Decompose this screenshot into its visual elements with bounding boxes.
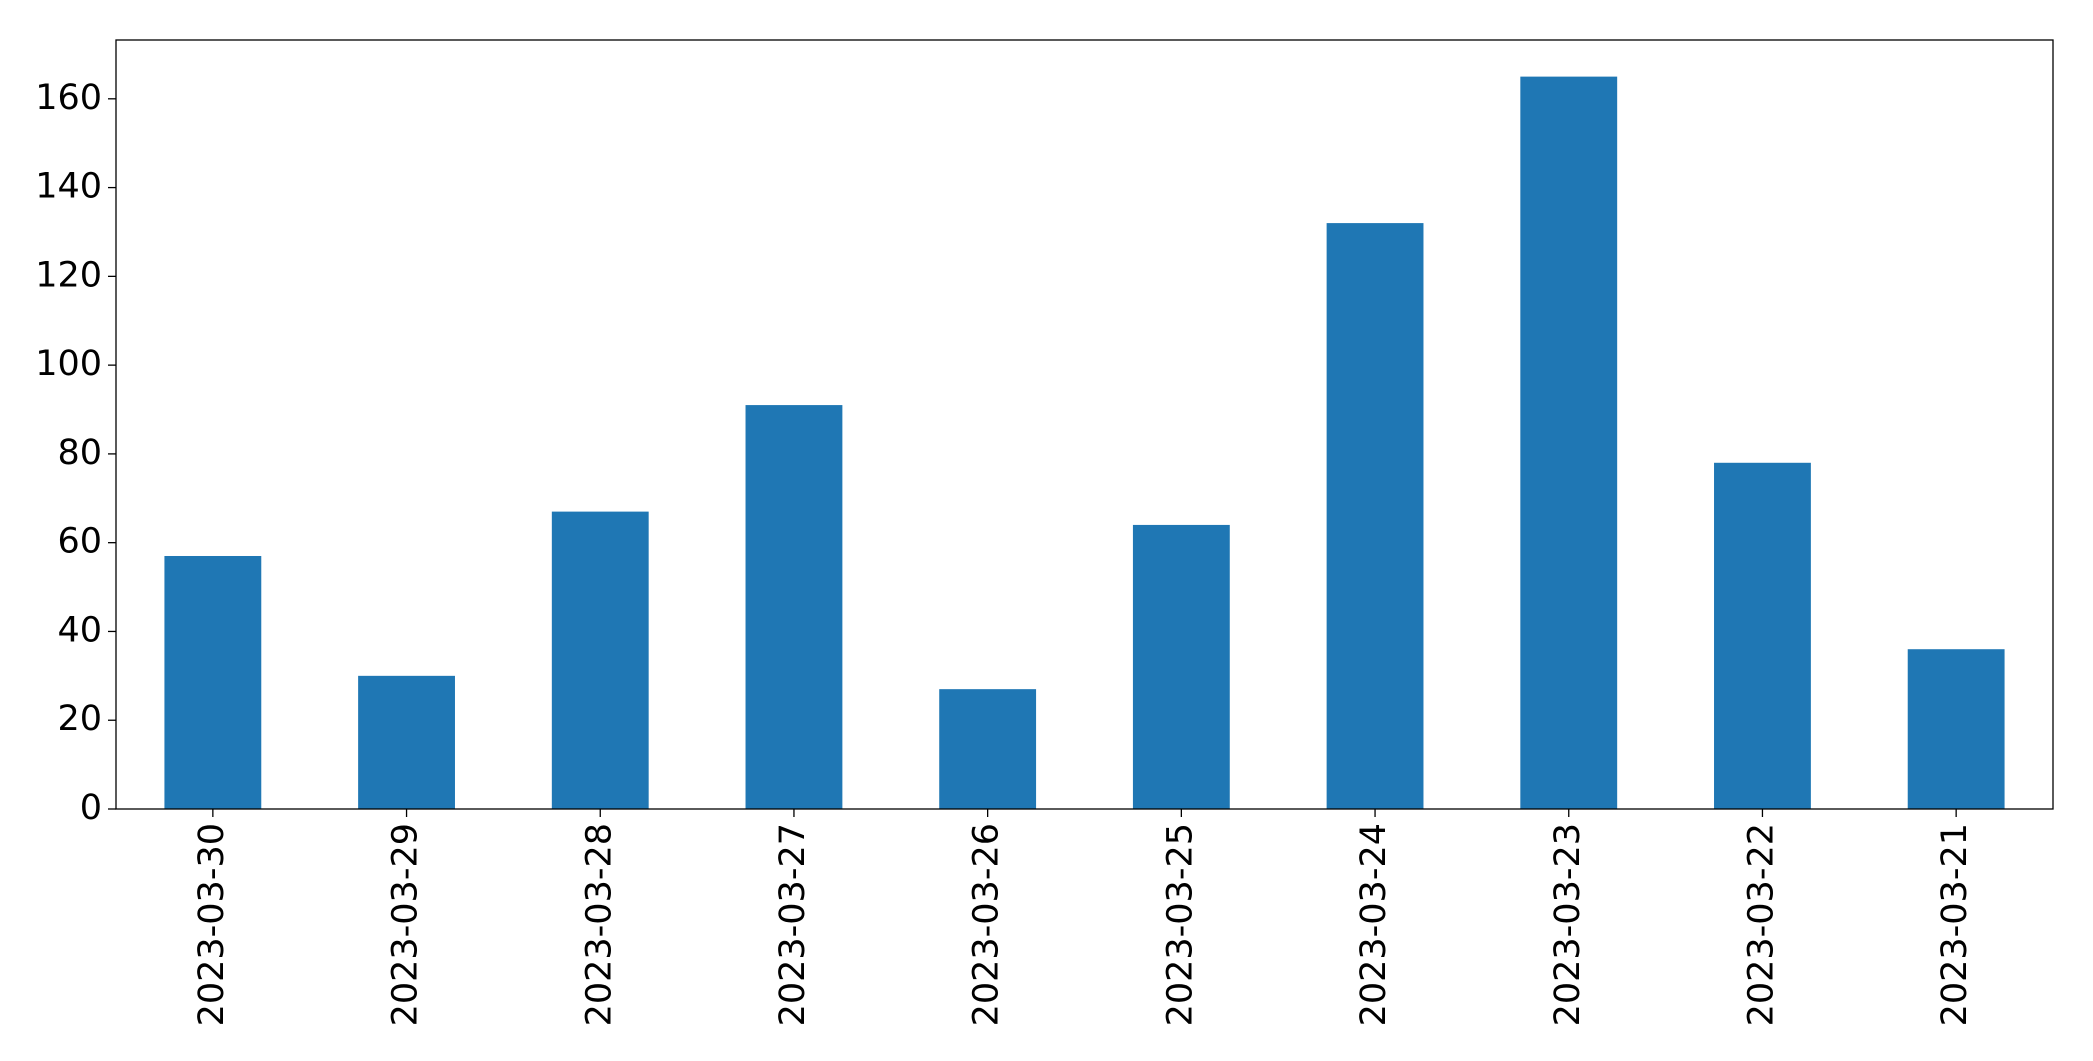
y-tick-label: 120 <box>35 255 102 295</box>
y-tick-label: 60 <box>57 522 102 562</box>
x-tick-label: 2023-03-30 <box>192 823 232 1026</box>
bar <box>164 555 262 809</box>
x-tick-label: 2023-03-26 <box>967 823 1007 1026</box>
x-tick-label: 2023-03-22 <box>1741 823 1781 1026</box>
bar <box>939 689 1037 809</box>
bar <box>1907 649 2005 809</box>
x-tick-label: 2023-03-24 <box>1354 823 1394 1026</box>
bar <box>745 405 843 809</box>
x-tick-label: 2023-03-28 <box>579 823 619 1026</box>
x-tick-label: 2023-03-29 <box>386 823 426 1026</box>
x-tick-label: 2023-03-27 <box>773 823 813 1026</box>
x-tick-label: 2023-03-25 <box>1160 823 1200 1026</box>
y-tick-label: 40 <box>57 610 102 650</box>
x-tick-label: 2023-03-21 <box>1935 823 1975 1026</box>
y-tick-label: 80 <box>57 433 102 473</box>
bar <box>358 675 455 809</box>
x-tick-label: 2023-03-23 <box>1548 823 1588 1026</box>
bar <box>551 511 649 809</box>
y-tick-label: 0 <box>80 788 102 828</box>
y-tick-label: 160 <box>35 78 102 118</box>
bar <box>1132 524 1230 809</box>
y-tick-label: 140 <box>35 167 102 207</box>
plot-frame <box>115 39 2054 810</box>
bar <box>1714 462 1811 809</box>
bar <box>1326 223 1424 810</box>
y-tick-label: 100 <box>35 344 102 384</box>
bar <box>1520 76 1618 810</box>
y-tick-label: 20 <box>57 699 102 739</box>
